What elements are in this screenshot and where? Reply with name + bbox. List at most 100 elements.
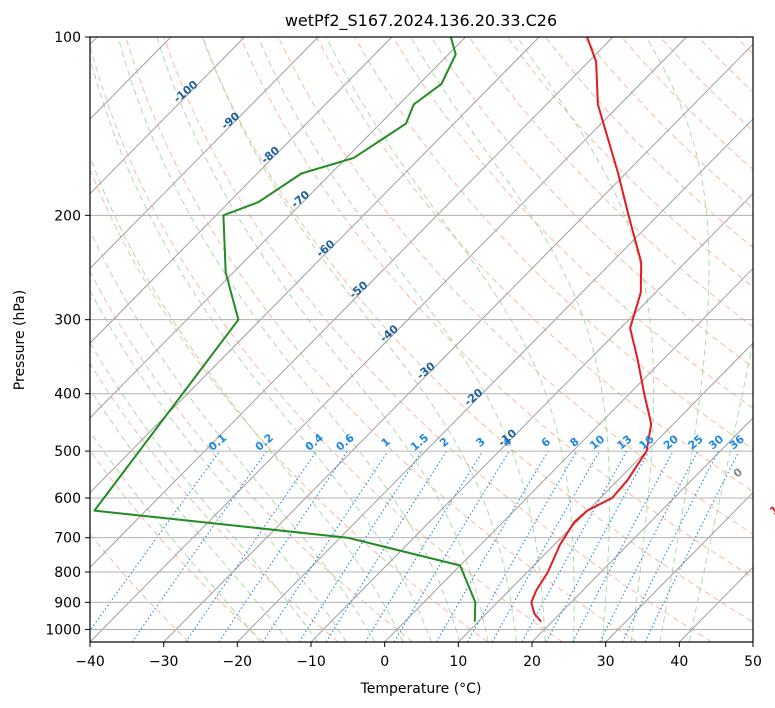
dry-adiabat-line	[90, 533, 190, 642]
isotherm-line	[384, 267, 753, 642]
dry-adiabat-line	[392, 37, 753, 409]
moist-adiabat-label: -80	[259, 144, 283, 167]
y-tick-label: 400	[54, 387, 81, 403]
isotherm-line	[90, 37, 245, 195]
moist-adiabat-line	[645, 37, 710, 642]
x-tick-label: 30	[597, 654, 615, 670]
isotherm-line	[236, 118, 753, 642]
mixing-ratio-line	[90, 450, 221, 632]
mixing-ratio-line	[644, 450, 740, 642]
moist-adiabat-line	[90, 388, 290, 642]
moist-adiabat-line	[516, 37, 655, 642]
moist-adiabat-line	[90, 430, 261, 642]
mixing-ratio-line	[621, 450, 719, 642]
isotherm-line	[163, 43, 753, 642]
mixing-ratio-line	[364, 450, 484, 642]
dry-adiabat-line	[90, 168, 488, 642]
mixing-ratio-label: 1.5	[408, 431, 431, 453]
y-tick-label: 800	[54, 565, 81, 581]
moist-adiabat-label: -10	[496, 426, 520, 449]
x-tick-label: −10	[296, 654, 326, 670]
dry-adiabat-line	[545, 37, 753, 249]
dry-adiabat-line	[201, 37, 753, 623]
moist-adiabat-line	[325, 37, 575, 642]
isotherm-line	[90, 37, 540, 494]
mixing-ratio-line	[393, 450, 510, 642]
y-tick-label: 300	[54, 313, 81, 329]
mixing-ratio-line	[491, 450, 600, 642]
mixing-ratio-line	[325, 450, 448, 642]
mixing-ratio-label: 0.4	[303, 431, 327, 454]
isotherm-line	[678, 566, 753, 642]
isotherm-line	[90, 37, 393, 344]
moist-adiabat-label: -90	[219, 109, 243, 132]
dry-adiabat-line	[354, 37, 753, 451]
mixing-ratio-line	[435, 450, 549, 642]
dry-adiabat-line	[125, 37, 638, 642]
mixing-ratio-label: 6	[539, 435, 553, 450]
y-axis-title: Pressure (hPa)	[12, 290, 28, 390]
mixing-ratio-label: 0.1	[206, 431, 229, 453]
x-tick-label: 0	[380, 654, 389, 670]
mixing-ratio-label: 2	[437, 435, 451, 450]
x-axis: −40 −30 −20 −10 0 10 20 30 40 50	[75, 642, 762, 670]
mixing-ratio-line	[262, 450, 389, 642]
mixing-ratio-line	[185, 450, 318, 642]
mixing-ratio-line	[599, 450, 699, 642]
dry-adiabat-line	[659, 37, 753, 132]
dry-adiabat-line	[90, 270, 414, 642]
isotherm-line	[90, 37, 319, 270]
mixing-ratio-line	[572, 450, 674, 642]
moist-adiabat-line	[117, 37, 461, 642]
dry-adiabat-line	[316, 37, 753, 493]
y-tick-label: 500	[54, 444, 81, 460]
moist-adiabat-line	[202, 37, 517, 642]
x-tick-label: 40	[670, 654, 688, 670]
moist-adiabat-line	[90, 229, 376, 642]
x-tick-label: 50	[744, 654, 762, 670]
mixing-ratio-label: 25	[686, 433, 706, 453]
moist-adiabat-line	[688, 338, 753, 642]
moist-adiabat-line	[257, 37, 546, 642]
moist-adiabat-label: -20	[462, 386, 486, 409]
x-tick-label: −20	[223, 654, 253, 670]
dry-adiabat-line	[90, 43, 563, 642]
mixing-ratio-label: 0.2	[253, 431, 276, 453]
y-tick-label: 200	[54, 208, 81, 224]
mixing-ratio-label: 3	[473, 435, 487, 450]
y-tick-label: 900	[54, 595, 81, 611]
y-tick-label: 1000	[45, 622, 81, 638]
mixing-ratio-line	[131, 450, 268, 642]
mixing-ratio-label: 1	[379, 435, 393, 450]
dry-adiabat-line	[468, 37, 753, 328]
mixing-ratio-label: 10	[587, 432, 607, 452]
temperature-line	[530, 37, 653, 623]
isotherm-line	[605, 491, 753, 642]
isotherm-line	[752, 641, 753, 642]
moist-adiabat-label: -100	[171, 78, 201, 106]
mixing-ratio-line	[298, 450, 423, 642]
y-tick-label: 100	[54, 30, 81, 46]
isotherm-line	[90, 37, 614, 568]
mixing-ratio-line	[521, 450, 628, 642]
dry-adiabat-line	[697, 37, 753, 93]
moist-adiabat-line	[410, 37, 611, 642]
dewpoint-line	[93, 37, 477, 622]
mixing-ratio-label: 36	[727, 432, 747, 452]
chart-title: wetPf2_S167.2024.136.20.33.C26	[285, 11, 557, 31]
moist-adiabat-label: -60	[314, 237, 338, 260]
x-tick-label: −30	[149, 654, 179, 670]
isotherm-line	[531, 417, 753, 642]
dry-adiabat-line	[163, 37, 712, 642]
dry-adiabat-line	[90, 362, 339, 642]
isotherm-line	[457, 342, 753, 642]
y-tick-label: 600	[54, 491, 81, 507]
mixing-ratio-label: 0.6	[334, 431, 358, 454]
background-lines	[90, 37, 753, 642]
dry-adiabat-line	[277, 37, 753, 535]
dry-adiabat-line	[621, 37, 753, 171]
dry-adiabat-line	[506, 37, 753, 288]
moist-adiabat-line	[90, 289, 347, 642]
pressure-gridlines	[90, 37, 753, 630]
